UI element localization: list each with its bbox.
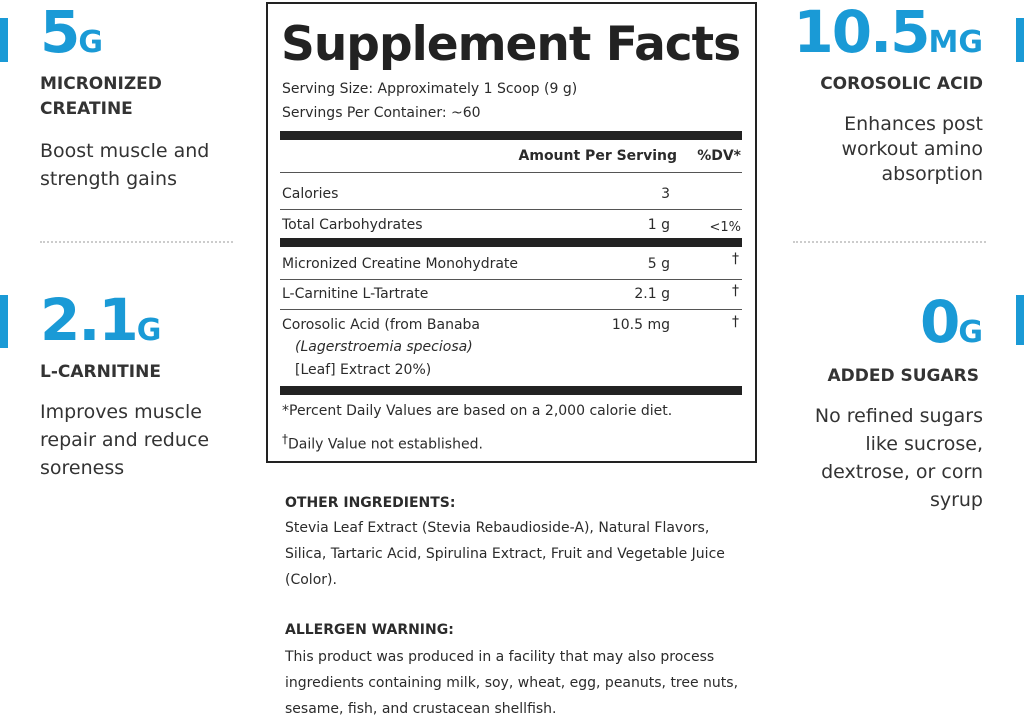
column-header: Amount Per Serving (518, 148, 677, 164)
feature-description: Enhances post workout amino absorption (841, 113, 983, 185)
accent-bar (0, 295, 8, 348)
feature-label: MICRONIZED CREATINE (40, 74, 162, 119)
nutrient-dv: † (732, 283, 739, 299)
nutrient-name: Corosolic Acid (from Banaba (282, 317, 480, 333)
unit: MG (928, 25, 983, 60)
column-header: %DV* (697, 148, 741, 164)
amount: 0 (920, 288, 960, 356)
section-text: This product was produced in a facility … (285, 649, 739, 717)
servings-per-container: Servings Per Container: ~60 (282, 105, 481, 121)
footnote-text: Daily Value not established. (288, 436, 483, 453)
nutrient-amount: 10.5 mg (611, 317, 670, 333)
amount: 10.5 (793, 0, 930, 66)
section-heading: OTHER INGREDIENTS: (285, 495, 456, 511)
nutrient-amount: 2.1 g (634, 286, 670, 302)
rule (280, 172, 742, 173)
section-heading: ALLERGEN WARNING: (285, 622, 454, 638)
rule (280, 238, 742, 247)
nutrient-name: (Lagerstroemia speciosa) (295, 339, 473, 355)
feature-amount: 10.5MG (793, 0, 983, 75)
feature-description: Improves muscle repair and reduce sorene… (40, 401, 210, 479)
feature-description: Boost muscle and strength gains (40, 140, 210, 190)
rule (280, 309, 742, 310)
rule (280, 131, 742, 140)
footnote: *Percent Daily Values are based on a 2,0… (282, 403, 673, 419)
accent-bar (1016, 18, 1024, 62)
facts-panel (266, 2, 757, 463)
nutrient-dv: † (732, 314, 739, 330)
nutrient-dv: <1% (709, 220, 741, 235)
unit: G (136, 313, 162, 348)
rule (280, 279, 742, 280)
unit: G (958, 315, 983, 350)
nutrient-dv: † (732, 251, 739, 267)
nutrient-name: Calories (282, 186, 339, 202)
separator (793, 241, 986, 243)
serving-size: Serving Size: Approximately 1 Scoop (9 g… (282, 81, 578, 97)
nutrient-name: [Leaf] Extract 20%) (295, 362, 432, 378)
nutrient-amount: 3 (661, 186, 670, 202)
feature-label: L-CARNITINE (40, 362, 161, 382)
accent-bar (0, 18, 8, 62)
unit: G (78, 25, 103, 60)
nutrient-amount: 1 g (647, 217, 670, 233)
nutrient-amount: 5 g (647, 256, 670, 272)
amount: 2.1 (40, 286, 139, 354)
section-text: Stevia Leaf Extract (Stevia Rebaudioside… (285, 520, 725, 588)
dagger: † (282, 432, 288, 446)
rule (280, 209, 742, 210)
feature-description: No refined sugars like sucrose, dextrose… (814, 405, 983, 511)
amount: 5 (40, 0, 80, 66)
feature-amount: 2.1G (40, 288, 161, 363)
accent-bar (1016, 295, 1024, 345)
feature-label: COROSOLIC ACID (820, 74, 983, 94)
rule (280, 386, 742, 395)
footnote: †Daily Value not established. (282, 429, 483, 455)
feature-amount: 5G (40, 0, 103, 75)
feature-amount: 0G (920, 290, 983, 365)
nutrient-name: Micronized Creatine Monohydrate (282, 256, 519, 272)
nutrient-name: L-Carnitine L-Tartrate (282, 286, 429, 302)
facts-title: Supplement Facts (281, 17, 741, 72)
separator (40, 241, 233, 243)
nutrient-name: Total Carbohydrates (282, 217, 423, 233)
feature-label: ADDED SUGARS (827, 366, 979, 386)
